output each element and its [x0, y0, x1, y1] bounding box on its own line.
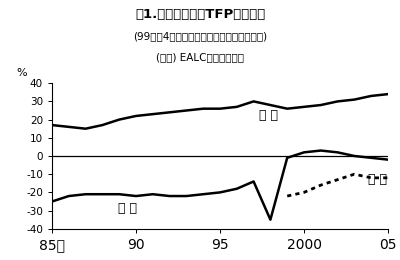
Text: (資料) EALCデータベース: (資料) EALCデータベース	[156, 52, 244, 62]
Text: (99年の4カ国・地域上場平均からの乖離率): (99年の4カ国・地域上場平均からの乖離率)	[133, 31, 267, 41]
Text: %: %	[16, 68, 27, 78]
Text: 中 国: 中 国	[368, 173, 387, 186]
Text: 日 本: 日 本	[259, 109, 278, 122]
Text: 図1.自動車産業のTFP水準比較: 図1.自動車産業のTFP水準比較	[135, 8, 265, 21]
Text: 韓 国: 韓 国	[118, 202, 137, 215]
